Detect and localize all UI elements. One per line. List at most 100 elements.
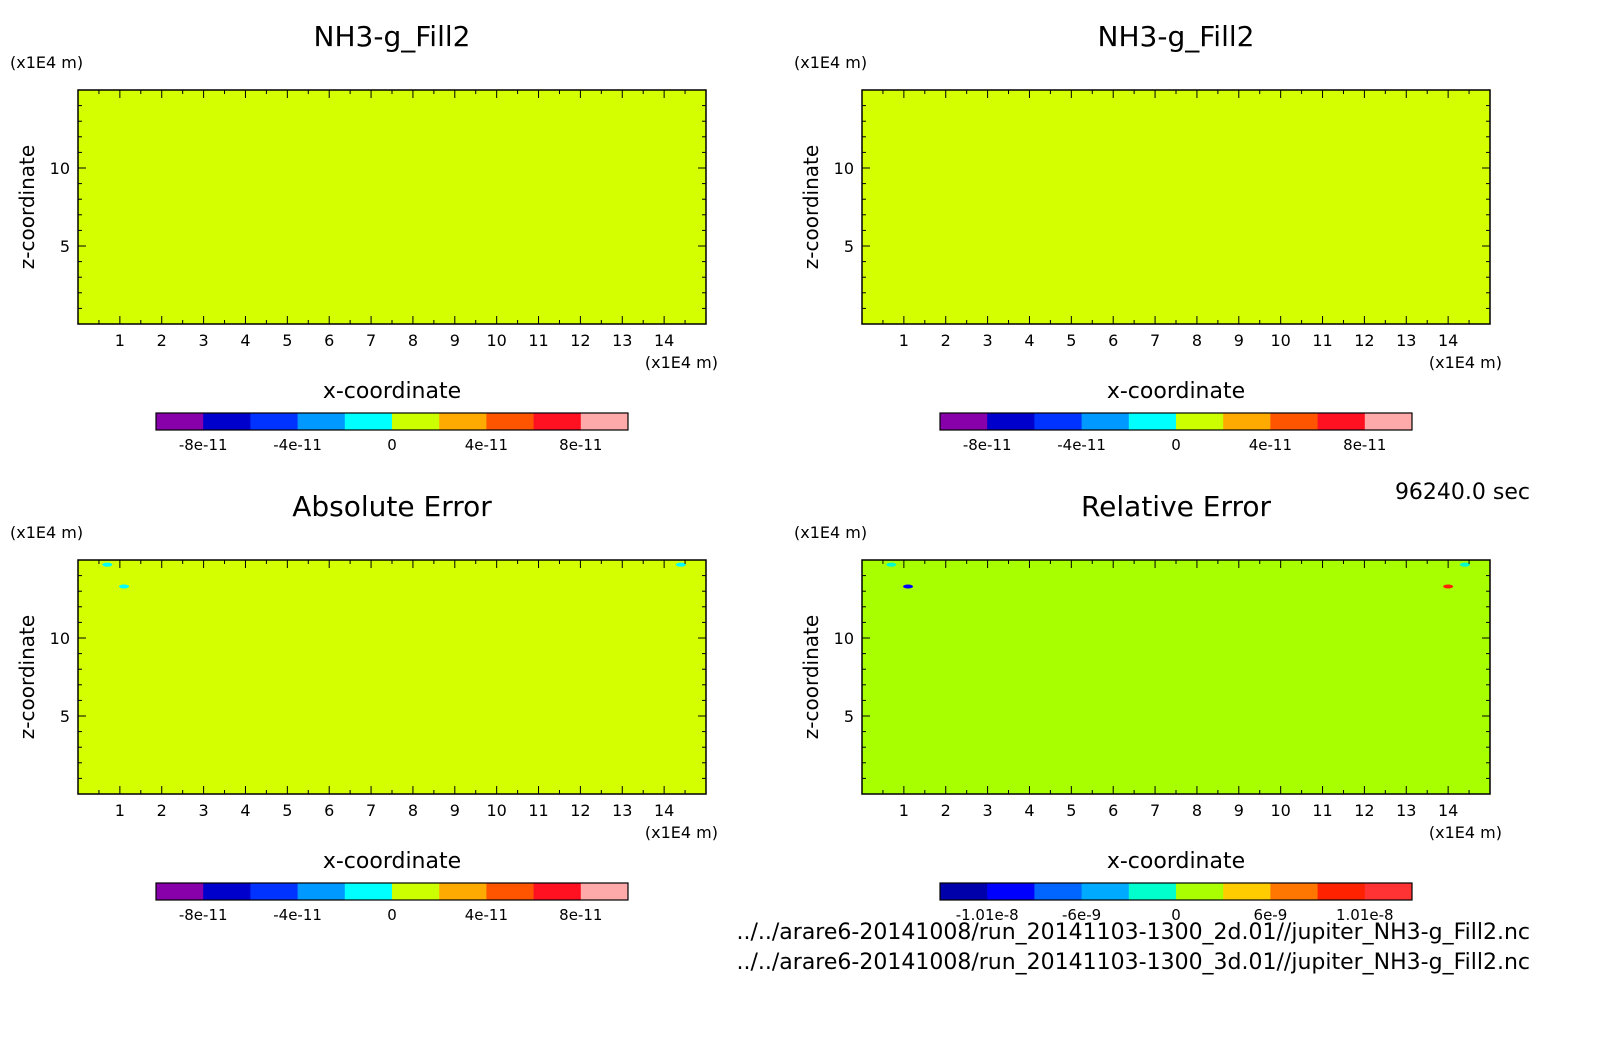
y-tick-label: 5	[844, 707, 854, 726]
y-tick-label: 5	[60, 707, 70, 726]
colorbar-swatch	[439, 883, 487, 900]
y-unit-label: (x1E4 m)	[10, 53, 83, 72]
x-unit-label: (x1E4 m)	[1429, 353, 1502, 372]
colorbar-label: -4e-11	[273, 436, 322, 454]
field-area	[862, 90, 1490, 324]
x-tick-label: 9	[450, 801, 460, 820]
file-path-2d: ../../arare6-20141008/run_20141103-1300_…	[736, 920, 1531, 945]
colorbar-label: -4e-11	[1057, 436, 1106, 454]
x-tick-label: 4	[240, 801, 250, 820]
x-tick-label: 5	[1066, 801, 1076, 820]
field-area	[78, 560, 706, 794]
x-tick-label: 11	[528, 801, 548, 820]
x-tick-label: 13	[1396, 801, 1416, 820]
x-axis-label: x-coordinate	[1107, 849, 1245, 874]
time-label: 96240.0 sec	[1394, 480, 1530, 505]
x-tick-label: 14	[1438, 801, 1458, 820]
y-tick-label: 5	[60, 237, 70, 256]
y-axis-label: z-coordinate	[15, 145, 39, 269]
x-tick-label: 8	[1192, 801, 1202, 820]
x-tick-label: 1	[115, 801, 125, 820]
x-tick-label: 7	[1150, 801, 1160, 820]
x-tick-label: 1	[899, 801, 909, 820]
colorbar-frame	[155, 412, 629, 431]
colorbar-swatch	[987, 883, 1035, 900]
x-tick-label: 1	[115, 331, 125, 350]
colorbar-swatch	[1081, 883, 1130, 900]
colorbar-swatch	[439, 413, 487, 430]
y-tick-label: 5	[844, 237, 854, 256]
colorbar-swatch	[1081, 413, 1130, 430]
error-spot	[1459, 562, 1470, 567]
y-tick-label: 10	[50, 159, 70, 178]
x-tick-label: 10	[486, 331, 506, 350]
colorbar-swatch	[156, 413, 204, 430]
colorbar-swatch	[1176, 413, 1224, 430]
error-spot	[886, 562, 897, 567]
x-tick-label: 3	[983, 801, 993, 820]
x-tick-label: 4	[1024, 801, 1034, 820]
colorbar-label: -8e-11	[963, 436, 1012, 454]
colorbar-label: 4e-11	[1249, 436, 1292, 454]
colorbar-swatch	[250, 883, 299, 900]
colorbar-swatch	[250, 413, 299, 430]
x-tick-label: 12	[1354, 801, 1374, 820]
x-tick-label: 7	[366, 331, 376, 350]
x-tick-label: 6	[1108, 331, 1118, 350]
colorbar-swatch	[1364, 883, 1413, 900]
colorbar-label: -1.01e-8	[956, 906, 1019, 924]
x-axis-label: x-coordinate	[323, 849, 461, 874]
y-tick-label: 10	[834, 629, 854, 648]
colorbar-label: 6e-9	[1254, 906, 1288, 924]
file-path-3d: ../../arare6-20141008/run_20141103-1300_…	[736, 950, 1531, 975]
colorbar-swatch	[1270, 883, 1319, 900]
y-unit-label: (x1E4 m)	[794, 523, 867, 542]
colorbar-swatch	[1176, 883, 1224, 900]
x-tick-label: 11	[528, 331, 548, 350]
colorbar-swatch	[486, 883, 535, 900]
y-unit-label: (x1E4 m)	[10, 523, 83, 542]
x-tick-label: 8	[408, 801, 418, 820]
error-spot	[119, 584, 130, 589]
y-tick-label: 10	[50, 629, 70, 648]
colorbar-label: -8e-11	[179, 436, 228, 454]
colorbar-swatch	[1223, 883, 1271, 900]
colorbar-label: 0	[387, 436, 397, 454]
x-tick-label: 6	[324, 331, 334, 350]
error-spot	[102, 562, 113, 567]
error-spot	[903, 584, 914, 589]
colorbar-swatch	[156, 883, 204, 900]
field-area	[862, 560, 1490, 794]
colorbar-frame	[155, 882, 629, 901]
x-unit-label: (x1E4 m)	[645, 823, 718, 842]
colorbar-label: 1.01e-8	[1336, 906, 1394, 924]
chart-panel-4: Relative Error(x1E4 m)1 2 3 4 5 6 7 8 9 10 11 12 13 1…	[794, 490, 1502, 924]
x-tick-label: 6	[1108, 801, 1118, 820]
chart-title: Absolute Error	[292, 490, 492, 523]
colorbar-swatch	[203, 883, 251, 900]
colorbar-swatch	[297, 413, 346, 430]
x-tick-label: 3	[199, 331, 209, 350]
y-axis-label: z-coordinate	[799, 615, 823, 739]
x-tick-label: 11	[1312, 801, 1332, 820]
colorbar-swatch	[533, 883, 582, 900]
colorbar-label: -6e-9	[1062, 906, 1101, 924]
colorbar-label: 8e-11	[559, 906, 602, 924]
x-tick-label: 5	[282, 801, 292, 820]
x-tick-label: 12	[570, 801, 590, 820]
colorbar-label: 8e-11	[1343, 436, 1386, 454]
colorbar-swatch	[392, 413, 440, 430]
x-tick-label: 14	[1438, 331, 1458, 350]
colorbar-swatch	[1364, 413, 1413, 430]
x-tick-label: 10	[1270, 801, 1290, 820]
x-tick-label: 5	[282, 331, 292, 350]
x-tick-label: 2	[941, 331, 951, 350]
colorbar-swatch	[1034, 413, 1083, 430]
colorbar-swatch	[580, 413, 629, 430]
x-tick-label: 11	[1312, 331, 1332, 350]
x-tick-label: 10	[1270, 331, 1290, 350]
chart-title: NH3-g_Fill2	[314, 20, 471, 53]
x-tick-label: 9	[1234, 801, 1244, 820]
colorbar-swatch	[344, 413, 393, 430]
colorbar-frame	[939, 412, 1413, 431]
